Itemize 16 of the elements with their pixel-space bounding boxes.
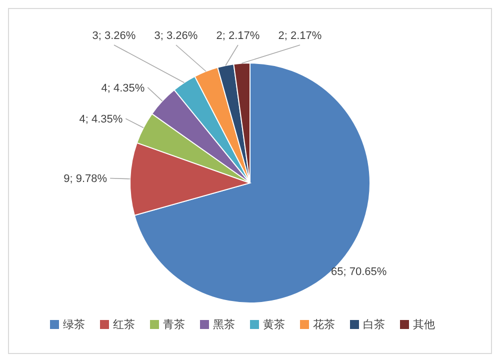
data-label: 2; 2.17% bbox=[278, 30, 322, 42]
data-label: 4; 4.35% bbox=[79, 114, 123, 126]
legend-label: 红茶 bbox=[113, 318, 135, 331]
data-label: 2; 2.17% bbox=[216, 30, 260, 42]
data-label: 4; 4.35% bbox=[101, 82, 145, 94]
legend-label: 青茶 bbox=[163, 318, 185, 331]
legend-label: 黄茶 bbox=[263, 318, 285, 331]
data-label: 9; 9.78% bbox=[64, 173, 108, 186]
data-label: 3; 3.26% bbox=[92, 30, 136, 42]
legend-label: 白茶 bbox=[363, 318, 385, 331]
legend-label: 黑茶 bbox=[213, 318, 235, 331]
data-label: 3; 3.26% bbox=[154, 30, 198, 42]
legend-label: 花茶 bbox=[313, 318, 335, 331]
legend-label: 其他 bbox=[413, 318, 435, 331]
legend-label: 绿茶 bbox=[63, 318, 85, 331]
data-label: 65; 70.65% bbox=[331, 266, 387, 278]
